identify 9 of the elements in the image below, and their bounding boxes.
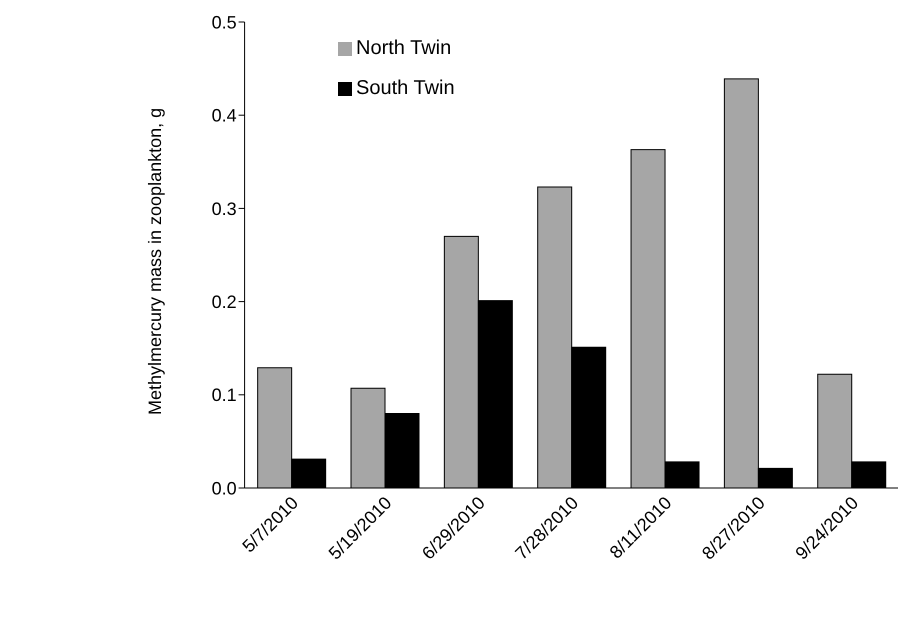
y-tick-label: 0.4 xyxy=(212,106,237,126)
legend-label: North Twin xyxy=(356,37,452,59)
y-tick-label: 0.0 xyxy=(212,478,237,498)
legend-label: South Twin xyxy=(356,77,455,99)
y-tick-label: 0.2 xyxy=(212,292,237,312)
y-axis-title: Methylmercury mass in zooplankton, g xyxy=(144,108,165,415)
y-tick-label: 0.3 xyxy=(212,198,237,219)
y-tick-label: 0.1 xyxy=(212,385,237,406)
y-tick-label: 0.5 xyxy=(212,12,237,32)
